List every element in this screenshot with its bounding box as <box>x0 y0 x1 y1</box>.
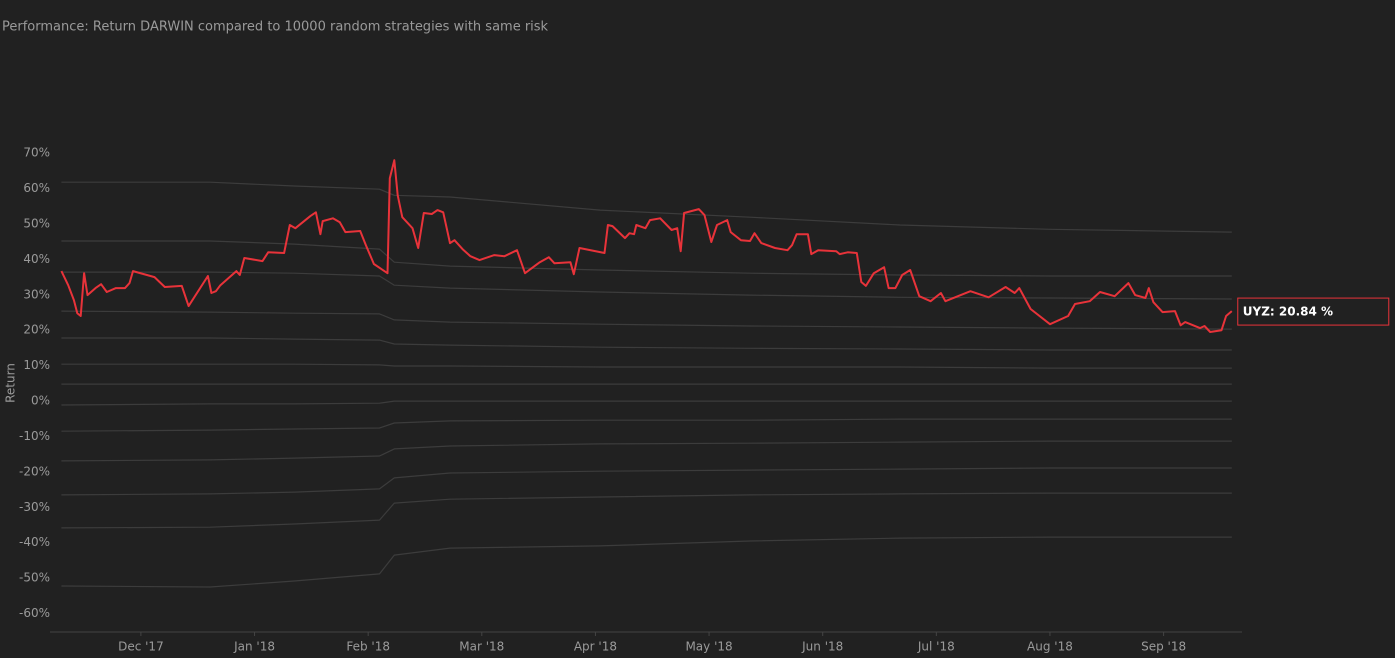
series-line <box>61 363 1232 369</box>
series-line <box>61 492 1232 529</box>
series-line <box>61 240 1232 277</box>
y-tick-label: -20% <box>19 464 50 478</box>
series-line <box>61 440 1232 462</box>
chart-title: Performance: Return DARWIN compared to 1… <box>2 20 549 35</box>
series-line <box>61 536 1232 588</box>
x-tick-label: Mar '18 <box>459 640 504 654</box>
series-line <box>61 467 1232 496</box>
y-tick-label: -10% <box>19 429 50 443</box>
y-tick-label: 30% <box>23 287 50 301</box>
y-tick-label: 0% <box>31 394 50 408</box>
y-tick-label: 40% <box>23 252 50 266</box>
y-tick-label: 70% <box>23 146 50 160</box>
y-tick-label: -50% <box>19 571 50 585</box>
y-tick-label: 60% <box>23 181 50 195</box>
x-tick-label: Sep '18 <box>1141 640 1186 654</box>
series-line <box>60 159 1233 333</box>
x-tick-label: Dec '17 <box>118 640 164 654</box>
x-tick-label: Aug '18 <box>1027 640 1073 654</box>
x-tick-label: May '18 <box>685 640 732 654</box>
series-line <box>61 271 1232 300</box>
series-line <box>61 310 1232 330</box>
x-tick-label: Jul '18 <box>917 640 955 654</box>
series-line <box>61 337 1232 351</box>
x-tick-label: Jun '18 <box>801 640 843 654</box>
x-tick-label: Feb '18 <box>346 640 390 654</box>
annotation: UYZ: 20.84 % <box>1243 305 1333 319</box>
y-tick-label: 50% <box>23 216 50 230</box>
y-tick-label: 10% <box>23 358 50 372</box>
y-tick-label: -60% <box>19 606 50 620</box>
series-line <box>61 181 1232 233</box>
x-tick-label: Jan '18 <box>233 640 275 654</box>
series-line <box>61 400 1232 406</box>
x-tick-label: Apr '18 <box>574 640 617 654</box>
y-axis-label: Return <box>4 363 18 403</box>
y-tick-label: -40% <box>19 535 50 549</box>
y-tick-label: -30% <box>19 500 50 514</box>
y-tick-label: 20% <box>23 323 50 337</box>
annotation-box <box>1237 297 1390 326</box>
series-line <box>61 418 1232 432</box>
